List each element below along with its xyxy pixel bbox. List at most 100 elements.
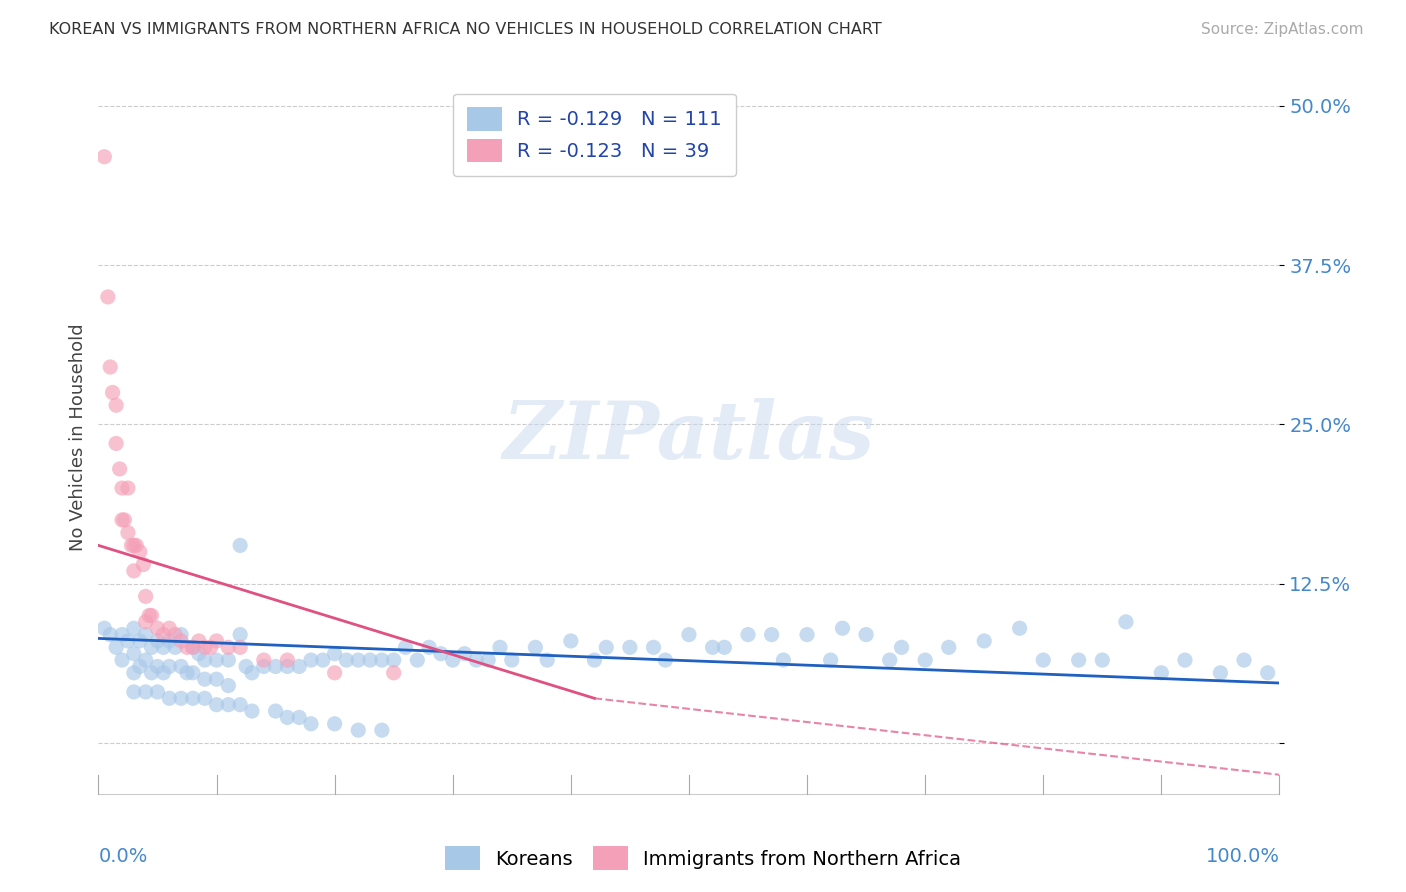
- Point: [737, 627, 759, 641]
- Legend: Koreans, Immigrants from Northern Africa: Koreans, Immigrants from Northern Africa: [437, 838, 969, 878]
- Point: [122, 621, 145, 635]
- Point: [111, 481, 134, 495]
- Point: [855, 627, 877, 641]
- Point: [312, 653, 335, 667]
- Point: [1257, 665, 1279, 680]
- Point: [176, 665, 198, 680]
- Point: [157, 659, 180, 673]
- Point: [713, 640, 735, 655]
- Point: [117, 481, 139, 495]
- Point: [323, 647, 346, 661]
- Point: [111, 627, 134, 641]
- Point: [200, 640, 222, 655]
- Point: [122, 665, 145, 680]
- Point: [382, 653, 405, 667]
- Point: [536, 653, 558, 667]
- Point: [187, 647, 209, 661]
- Point: [122, 685, 145, 699]
- Point: [253, 653, 276, 667]
- Point: [524, 640, 547, 655]
- Point: [121, 538, 143, 552]
- Point: [122, 538, 145, 552]
- Point: [101, 385, 124, 400]
- Point: [323, 665, 346, 680]
- Point: [761, 627, 783, 641]
- Point: [229, 627, 252, 641]
- Point: [371, 653, 394, 667]
- Point: [465, 653, 488, 667]
- Text: Source: ZipAtlas.com: Source: ZipAtlas.com: [1201, 22, 1364, 37]
- Point: [371, 723, 394, 738]
- Point: [135, 653, 157, 667]
- Point: [152, 665, 174, 680]
- Point: [128, 634, 150, 648]
- Point: [453, 647, 475, 661]
- Y-axis label: No Vehicles in Household: No Vehicles in Household: [69, 323, 87, 551]
- Point: [264, 659, 287, 673]
- Point: [1174, 653, 1197, 667]
- Point: [299, 716, 322, 731]
- Point: [489, 640, 512, 655]
- Point: [125, 538, 148, 552]
- Point: [288, 659, 311, 673]
- Point: [382, 665, 405, 680]
- Point: [146, 659, 169, 673]
- Point: [276, 653, 298, 667]
- Point: [135, 615, 157, 629]
- Point: [132, 558, 155, 572]
- Point: [157, 691, 180, 706]
- Point: [141, 640, 163, 655]
- Point: [165, 640, 187, 655]
- Point: [235, 659, 257, 673]
- Point: [176, 640, 198, 655]
- Point: [217, 653, 239, 667]
- Point: [323, 716, 346, 731]
- Point: [152, 640, 174, 655]
- Point: [205, 634, 228, 648]
- Point: [187, 634, 209, 648]
- Point: [1233, 653, 1256, 667]
- Point: [229, 640, 252, 655]
- Point: [141, 608, 163, 623]
- Point: [181, 691, 204, 706]
- Point: [194, 653, 217, 667]
- Point: [138, 608, 160, 623]
- Point: [406, 653, 429, 667]
- Point: [117, 634, 139, 648]
- Text: 0.0%: 0.0%: [98, 847, 148, 866]
- Point: [914, 653, 936, 667]
- Point: [105, 640, 128, 655]
- Point: [135, 685, 157, 699]
- Point: [194, 672, 217, 686]
- Point: [152, 627, 174, 641]
- Point: [253, 659, 276, 673]
- Point: [347, 653, 370, 667]
- Point: [170, 634, 193, 648]
- Point: [146, 685, 169, 699]
- Point: [181, 640, 204, 655]
- Point: [347, 723, 370, 738]
- Point: [105, 398, 128, 412]
- Point: [141, 665, 163, 680]
- Point: [264, 704, 287, 718]
- Point: [157, 634, 180, 648]
- Point: [288, 710, 311, 724]
- Text: ZIPatlas: ZIPatlas: [503, 399, 875, 475]
- Point: [97, 290, 120, 304]
- Point: [170, 691, 193, 706]
- Point: [229, 698, 252, 712]
- Point: [441, 653, 464, 667]
- Point: [98, 627, 121, 641]
- Point: [335, 653, 357, 667]
- Point: [973, 634, 995, 648]
- Point: [430, 647, 453, 661]
- Point: [205, 653, 228, 667]
- Point: [122, 647, 145, 661]
- Point: [359, 653, 381, 667]
- Point: [820, 653, 842, 667]
- Point: [105, 436, 128, 450]
- Point: [181, 665, 204, 680]
- Point: [146, 621, 169, 635]
- Point: [229, 538, 252, 552]
- Point: [111, 513, 134, 527]
